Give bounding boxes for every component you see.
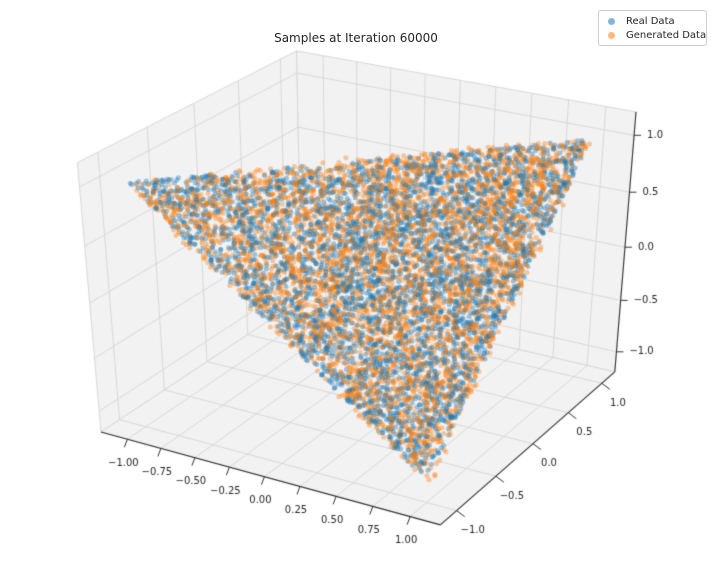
legend-item-generated-data: Generated Data bbox=[603, 28, 706, 42]
legend-label-generated-data: Generated Data bbox=[626, 29, 707, 41]
legend: Real Data Generated Data bbox=[598, 10, 707, 46]
chart-title: Samples at Iteration 60000 bbox=[274, 31, 438, 45]
generated-data-marker-icon bbox=[608, 31, 615, 39]
legend-label-real-data: Real Data bbox=[626, 15, 675, 27]
legend-item-real-data: Real Data bbox=[603, 14, 702, 28]
real-data-marker-icon bbox=[608, 17, 615, 25]
